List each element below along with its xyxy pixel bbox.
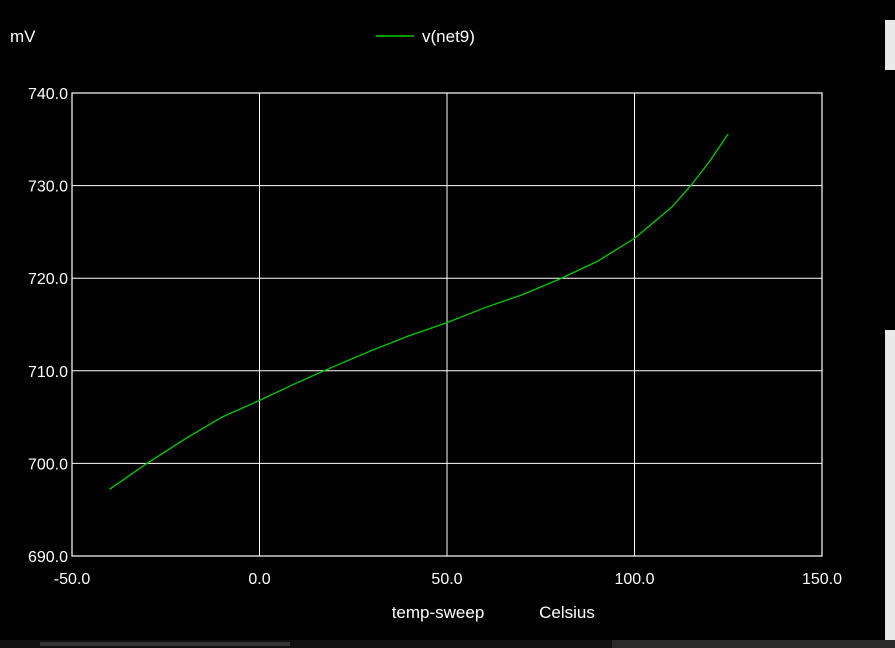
y-tick-label: 710.0 (28, 364, 68, 381)
x-tick-label: 50.0 (431, 571, 462, 588)
tick-labels: -50.0 0.0 50.0 100.0 150.0 690.0 700.0 710.0 720… (28, 86, 842, 588)
y-tick-label: 730.0 (28, 179, 68, 196)
legend[interactable]: v(net9) (376, 27, 475, 46)
background-window-edge (885, 0, 895, 648)
y-tick-label: 690.0 (28, 549, 68, 566)
y-unit-label: mV (10, 27, 36, 46)
x-axis-label: temp-sweep (392, 603, 485, 622)
series-line-v-net9[interactable] (109, 133, 729, 490)
x-tick-label: 0.0 (248, 571, 270, 588)
x-tick-label: 150.0 (802, 571, 842, 588)
y-tick-label: 700.0 (28, 456, 68, 473)
plot-window: mV v(net9) -50.0 0.0 50.0 100.0 150.0 690.0 70… (10, 27, 843, 622)
x-tick-label: -50.0 (54, 571, 91, 588)
x-unit-label: Celsius (539, 603, 595, 622)
y-tick-label: 740.0 (28, 86, 68, 103)
chart: mV v(net9) -50.0 0.0 50.0 100.0 150.0 690.0 70… (10, 27, 842, 622)
legend-label: v(net9) (422, 27, 475, 46)
x-tick-label: 100.0 (614, 571, 654, 588)
y-tick-label: 720.0 (28, 271, 68, 288)
grid (71, 92, 823, 557)
background-window-strip (0, 640, 895, 648)
